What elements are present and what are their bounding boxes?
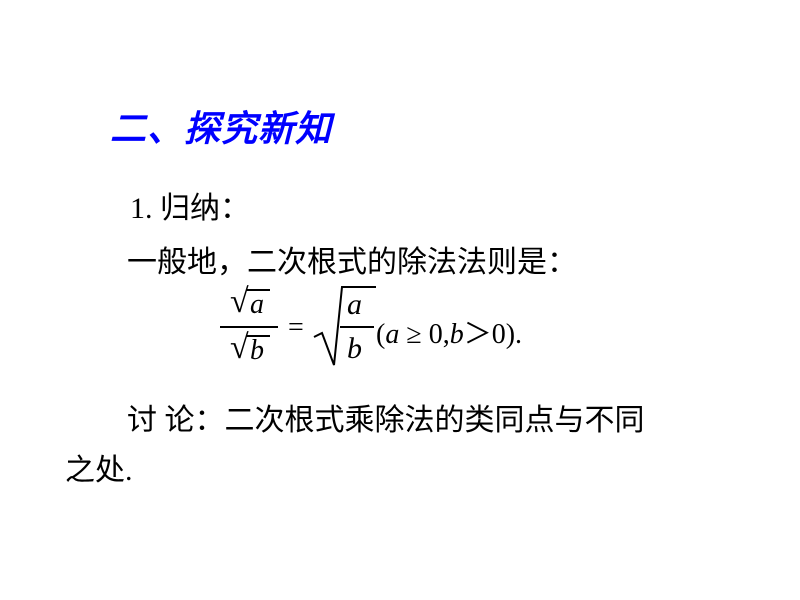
cond-var-b: b bbox=[450, 319, 464, 350]
item-1-label: 1. 归纳： bbox=[130, 183, 250, 227]
item-1-text: 一般地，二次根式的除法法则是： bbox=[127, 237, 577, 281]
var-b: b bbox=[250, 335, 264, 367]
cond-ge: ≥ 0, bbox=[399, 319, 449, 350]
lhs-numerator: √ a bbox=[230, 285, 249, 319]
division-formula: √ a √ b = a b (a ≥ 0,b＞0). bbox=[220, 285, 580, 375]
fraction-bar-left bbox=[220, 326, 278, 328]
rhs-numerator: a bbox=[347, 288, 362, 322]
condition-text: (a ≥ 0,b＞0). bbox=[376, 312, 522, 352]
paren-open: ( bbox=[376, 319, 385, 350]
fraction-bar-right bbox=[340, 326, 374, 328]
discussion-line-2: 之处. bbox=[65, 445, 133, 489]
discussion-line-1: 讨 论：二次根式乘除法的类同点与不同 bbox=[127, 395, 645, 439]
equals-sign: = bbox=[288, 312, 304, 344]
var-a: a bbox=[250, 289, 264, 321]
cond-gt: ＞0). bbox=[464, 319, 522, 350]
cond-var-a: a bbox=[385, 319, 399, 350]
lhs-denominator: √ b bbox=[230, 331, 249, 365]
rhs-denominator: b bbox=[347, 332, 362, 366]
section-heading: 二、探究新知 bbox=[110, 100, 332, 152]
